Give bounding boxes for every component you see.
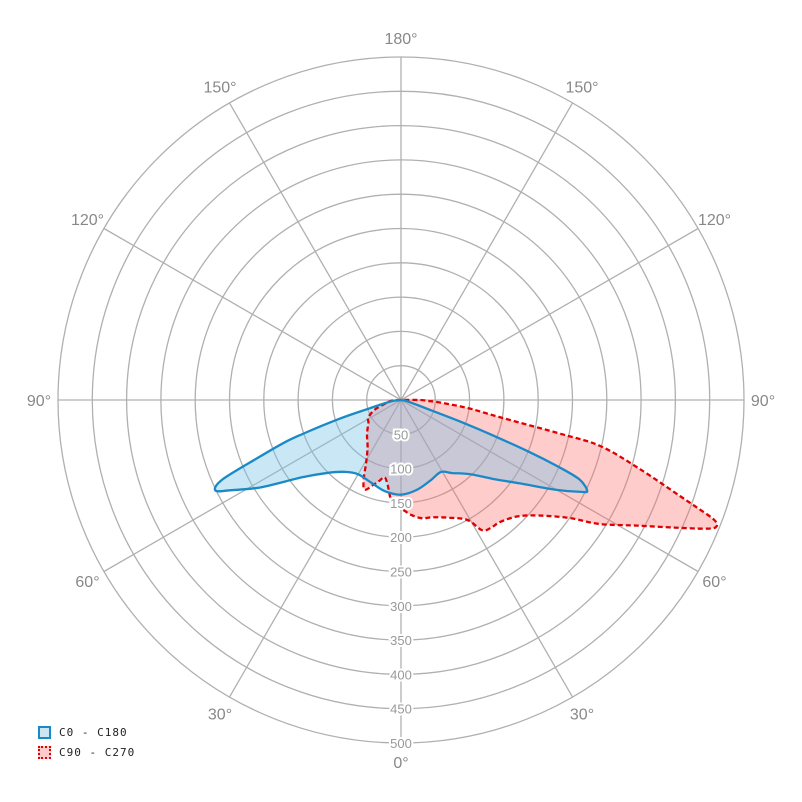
radial-tick-label: 400: [390, 667, 412, 682]
legend-label: C90 - C270: [59, 745, 136, 759]
series-line-c90-c270: [362, 398, 719, 532]
series-line-c0-c180: [213, 398, 589, 496]
grid-spoke: [103, 399, 402, 573]
grid-spoke: [400, 399, 699, 573]
angle-label: 120°: [71, 212, 104, 229]
legend-swatch-blue: [38, 725, 51, 739]
grid-spoke: [400, 227, 699, 401]
angle-label: 60°: [75, 574, 99, 591]
angle-label: 90°: [27, 393, 51, 410]
radial-tick-label: 200: [390, 530, 412, 545]
legend-swatch-red: [38, 745, 51, 759]
angle-label: 90°: [751, 393, 775, 410]
grid-spoke: [228, 102, 402, 401]
grid: [57, 56, 745, 744]
radial-tick-label: 450: [390, 702, 412, 717]
radial-tick-label: 100: [390, 462, 412, 477]
angle-label: 30°: [570, 707, 594, 724]
radial-tick-label: 300: [390, 599, 412, 614]
angle-label: 150°: [203, 79, 236, 96]
legend-item-c0-c180[interactable]: C0 - C180: [38, 722, 135, 742]
angle-label: 30°: [208, 707, 232, 724]
angle-label: 150°: [565, 79, 598, 96]
grid-spoke: [103, 227, 402, 401]
angle-label: 120°: [698, 212, 731, 229]
legend: C0 - C180 C90 - C270: [38, 722, 135, 762]
grid-spoke: [400, 399, 574, 698]
grid-spoke: [400, 102, 574, 401]
series-layer: [213, 398, 719, 532]
angle-label: 0°: [393, 755, 408, 772]
angle-label: 180°: [384, 31, 417, 48]
angle-label: 60°: [702, 574, 726, 591]
labels-layer: 50 100 150 200 250 300 350 400 450 500 0° 30° 60° 90°…: [27, 31, 775, 772]
grid-spoke: [228, 399, 402, 698]
series-fill-c0-c180: [214, 399, 588, 495]
legend-label: C0 - C180: [59, 725, 128, 739]
radial-tick-label: 250: [390, 565, 412, 580]
radial-tick-label: 50: [394, 427, 408, 442]
radial-tick-label: 350: [390, 633, 412, 648]
radial-tick-label: 500: [390, 736, 412, 751]
radial-tick-label: 150: [390, 496, 412, 511]
legend-item-c90-c270[interactable]: C90 - C270: [38, 742, 135, 762]
series-fill-c90-c270: [363, 399, 718, 531]
